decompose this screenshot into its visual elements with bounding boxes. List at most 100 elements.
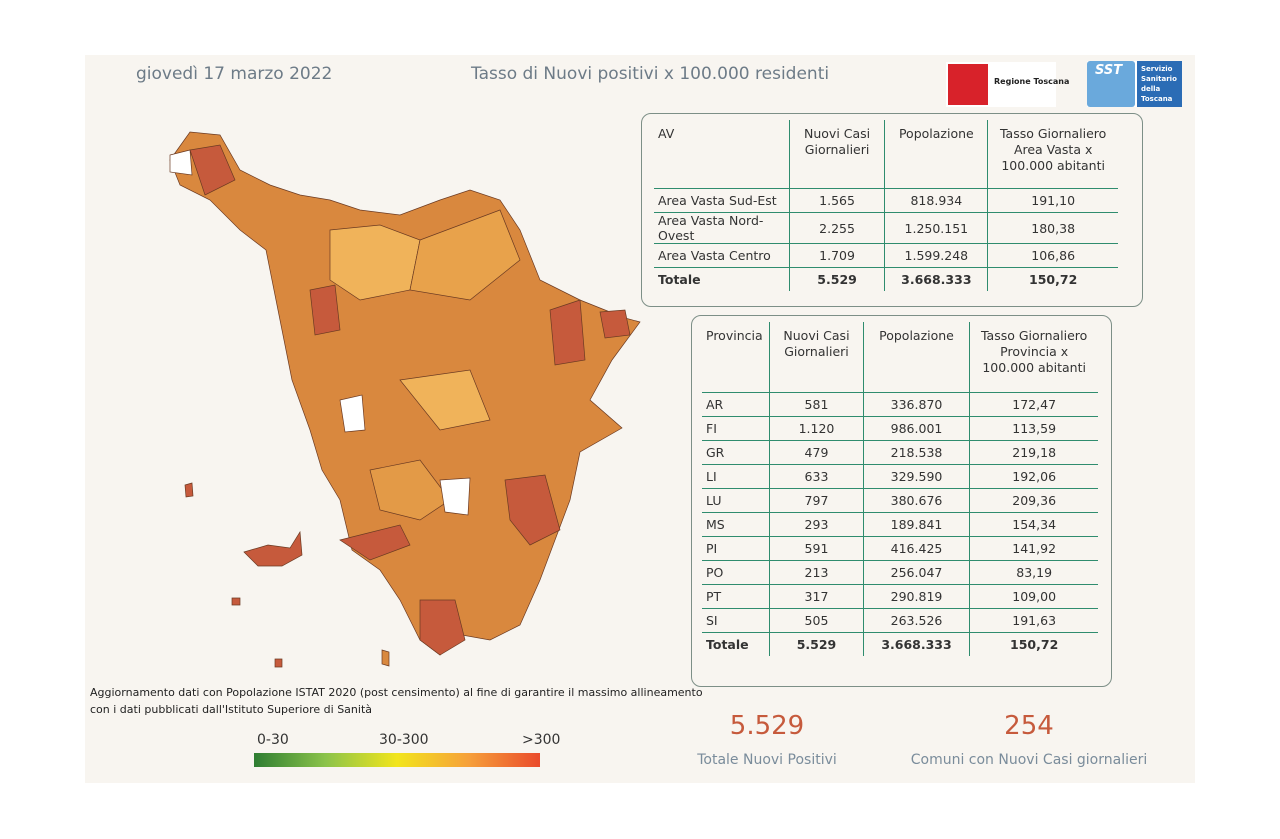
cell: 329.590 <box>862 464 970 489</box>
area <box>369 459 451 521</box>
logo-icon: SST <box>1087 61 1135 107</box>
cell: 106,86 <box>987 243 1118 268</box>
table-row: AR 581 336.870 172,47 <box>702 392 1098 417</box>
cell: 1.250.151 <box>884 212 988 244</box>
logo-regione: Regione Toscana <box>946 62 1069 107</box>
logo-line: della <box>1141 85 1161 93</box>
table-row: Area Vasta Nord-Ovest 2.255 1.250.151 180,3… <box>654 212 1118 244</box>
cell: LU <box>702 488 770 513</box>
table-row: PT 317 290.819 109,00 <box>702 584 1098 609</box>
cell: 141,92 <box>969 536 1098 561</box>
cell: 180,38 <box>987 212 1118 244</box>
column-header: Nuovi Casi Giornalieri <box>788 120 885 189</box>
cell: 380.676 <box>862 488 970 513</box>
cell: 5.529 <box>788 267 885 291</box>
province-table-box: Provincia Nuovi Casi Giornalieri Popolazio… <box>691 315 1112 687</box>
table-row: PO 213 256.047 83,19 <box>702 560 1098 585</box>
area <box>409 209 521 301</box>
cell: 192,06 <box>969 464 1098 489</box>
map <box>169 131 641 668</box>
logo-line: Servizio <box>1141 65 1173 73</box>
cell: 591 <box>769 536 864 561</box>
table-row: Area Vasta Centro 1.709 1.599.248 106,86 <box>654 243 1118 268</box>
table-row: SI 505 263.526 191,63 <box>702 608 1098 633</box>
total-row: Totale 5.529 3.668.333 150,72 <box>654 267 1118 291</box>
cell: 209,36 <box>969 488 1098 513</box>
date: giovedì 17 marzo 2022 <box>136 64 333 84</box>
area <box>599 309 631 339</box>
cell: 479 <box>769 440 864 465</box>
island <box>274 658 283 668</box>
map-regions <box>169 131 641 668</box>
legend-label: 30-300 <box>379 732 429 748</box>
cell: 581 <box>769 392 864 417</box>
logo-line: Toscana <box>1141 95 1173 103</box>
note: con i dati pubblicati dall'Istituto Supe… <box>90 703 372 716</box>
cell: PO <box>702 560 770 585</box>
cell: 3.668.333 <box>884 267 988 291</box>
kpi-label: Comuni con Nuovi Casi giornalieri <box>910 752 1148 768</box>
title: Tasso di Nuovi positivi x 100.000 reside… <box>471 64 830 84</box>
cell: 109,00 <box>969 584 1098 609</box>
cell: 797 <box>769 488 864 513</box>
table-row: Area Vasta Sud-Est 1.565 818.934 191,10 <box>654 188 1118 213</box>
area <box>439 477 471 516</box>
av-table: AV Nuovi Casi Giornalieri Popolazione Tasso… <box>654 120 1118 291</box>
cell: 191,63 <box>969 608 1098 633</box>
cell: 1.709 <box>788 243 885 268</box>
cell: 1.565 <box>788 188 885 213</box>
cell: 336.870 <box>862 392 970 417</box>
column-header: Popolazione <box>862 322 970 393</box>
total-row: Totale 5.529 3.668.333 150,72 <box>702 632 1098 656</box>
table-row: LI 633 329.590 192,06 <box>702 464 1098 489</box>
kpi-label: Totale Nuovi Positivi <box>697 752 837 768</box>
cell: 505 <box>769 608 864 633</box>
cell: LI <box>702 464 770 489</box>
table-row: LU 797 380.676 209,36 <box>702 488 1098 513</box>
cell: PI <box>702 536 770 561</box>
column-header: Tasso Giornaliero Area Vasta x 100.000 a… <box>987 120 1118 189</box>
cell: 218.538 <box>862 440 970 465</box>
legend-label: >300 <box>522 732 561 748</box>
logo-icon <box>948 64 988 105</box>
cell: 150,72 <box>969 632 1098 656</box>
column-header: Provincia <box>706 328 763 343</box>
header-row: Provincia Nuovi Casi Giornalieri Popolazio… <box>702 322 1098 393</box>
cell: 172,47 <box>969 392 1098 417</box>
cell: 256.047 <box>862 560 970 585</box>
cell: PT <box>702 584 770 609</box>
logo-line: Sanitario <box>1141 75 1177 83</box>
logo-sst-mark: SST <box>1095 63 1123 78</box>
cell: SI <box>702 608 770 633</box>
logo-text: Regione Toscana <box>994 77 1070 86</box>
cell: 150,72 <box>987 267 1118 291</box>
logo-sst-text: Servizio Sanitario della Toscana <box>1137 61 1182 107</box>
island <box>243 530 303 567</box>
cell: 986.001 <box>862 416 970 441</box>
area <box>169 149 193 176</box>
cell: AR <box>702 392 770 417</box>
area <box>419 599 466 656</box>
table-row: GR 479 218.538 219,18 <box>702 440 1098 465</box>
cell: 818.934 <box>884 188 988 213</box>
area <box>504 474 561 546</box>
cell: 317 <box>769 584 864 609</box>
cell: GR <box>702 440 770 465</box>
table-row: MS 293 189.841 154,34 <box>702 512 1098 537</box>
area <box>549 299 586 366</box>
cell: Area Vasta Nord-Ovest <box>654 212 790 244</box>
column-header: AV <box>658 126 675 141</box>
cell: FI <box>702 416 770 441</box>
cell: 189.841 <box>862 512 970 537</box>
cell: MS <box>702 512 770 537</box>
kpi-value: 254 <box>1004 711 1054 741</box>
logo-sst: SST Servizio Sanitario della Toscana <box>1087 61 1182 107</box>
table-row: FI 1.120 986.001 113,59 <box>702 416 1098 441</box>
island <box>184 482 194 498</box>
cell: 219,18 <box>969 440 1098 465</box>
area <box>309 284 341 336</box>
province-table: Provincia Nuovi Casi Giornalieri Popolazio… <box>702 322 1098 656</box>
header-row: AV Nuovi Casi Giornalieri Popolazione Tasso… <box>654 120 1118 189</box>
legend-gradient <box>254 753 540 767</box>
cell: 154,34 <box>969 512 1098 537</box>
